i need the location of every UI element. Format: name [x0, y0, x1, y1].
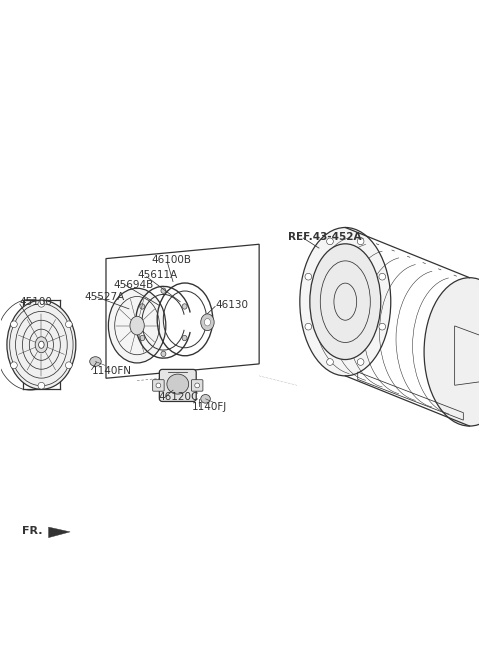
- Text: 45100: 45100: [20, 297, 53, 306]
- Ellipse shape: [424, 277, 480, 426]
- Ellipse shape: [167, 374, 189, 394]
- Polygon shape: [48, 527, 70, 538]
- Ellipse shape: [357, 238, 364, 245]
- Ellipse shape: [195, 383, 200, 388]
- Text: 46130: 46130: [215, 300, 248, 310]
- Ellipse shape: [108, 288, 166, 363]
- Ellipse shape: [7, 300, 76, 389]
- Ellipse shape: [310, 244, 381, 359]
- Ellipse shape: [11, 321, 17, 327]
- Text: 45694B: 45694B: [113, 280, 154, 290]
- Ellipse shape: [161, 351, 166, 357]
- Ellipse shape: [357, 359, 364, 365]
- Ellipse shape: [305, 274, 312, 280]
- Ellipse shape: [379, 274, 385, 280]
- Ellipse shape: [201, 314, 214, 331]
- Ellipse shape: [38, 341, 44, 348]
- Text: 45527A: 45527A: [84, 292, 125, 302]
- Ellipse shape: [204, 319, 210, 326]
- Text: 46100B: 46100B: [152, 255, 192, 265]
- Ellipse shape: [201, 394, 210, 403]
- Ellipse shape: [35, 337, 48, 353]
- Text: 1140FJ: 1140FJ: [192, 402, 228, 412]
- FancyBboxPatch shape: [192, 380, 203, 391]
- Ellipse shape: [38, 382, 45, 389]
- Ellipse shape: [161, 288, 166, 293]
- Ellipse shape: [326, 238, 333, 245]
- Ellipse shape: [65, 321, 72, 327]
- Ellipse shape: [379, 323, 385, 330]
- Ellipse shape: [90, 357, 101, 366]
- FancyBboxPatch shape: [153, 380, 164, 391]
- Ellipse shape: [130, 316, 144, 335]
- Text: FR.: FR.: [22, 526, 43, 537]
- Ellipse shape: [11, 362, 17, 369]
- Ellipse shape: [300, 228, 391, 376]
- Ellipse shape: [182, 335, 187, 340]
- Ellipse shape: [140, 335, 145, 340]
- Ellipse shape: [140, 304, 145, 309]
- Ellipse shape: [38, 300, 45, 307]
- FancyBboxPatch shape: [159, 369, 196, 401]
- Ellipse shape: [156, 383, 161, 388]
- Ellipse shape: [326, 359, 333, 365]
- Ellipse shape: [182, 304, 187, 309]
- Text: REF.43-452A: REF.43-452A: [288, 232, 361, 242]
- Ellipse shape: [305, 323, 312, 330]
- Ellipse shape: [65, 362, 72, 369]
- Text: 45611A: 45611A: [137, 270, 177, 280]
- Text: 1140FN: 1140FN: [92, 366, 132, 376]
- Text: 46120C: 46120C: [158, 392, 199, 402]
